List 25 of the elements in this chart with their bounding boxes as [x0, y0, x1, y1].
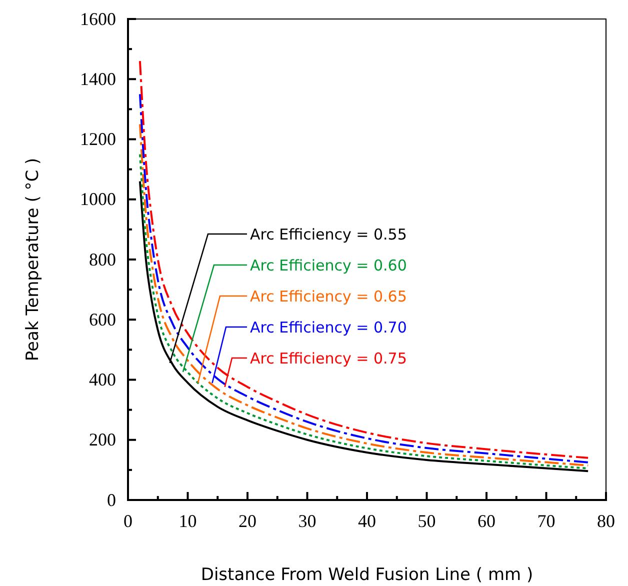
- y-tick-label: 1200: [80, 129, 116, 150]
- x-tick-label: 80: [597, 510, 615, 531]
- x-tick-label: 10: [178, 510, 197, 531]
- x-tick-label: 60: [478, 510, 496, 531]
- annotation: Arc Efficiency = 0.70: [250, 318, 407, 336]
- y-tick-label: 1400: [80, 68, 116, 89]
- x-tick-label: 0: [124, 510, 132, 531]
- x-tick-label: 20: [238, 510, 256, 531]
- y-axis-title: Peak Temperature ( °C ): [23, 158, 43, 362]
- x-tick-label: 70: [537, 510, 556, 531]
- x-axis-title: Distance From Weld Fusion Line ( mm ): [200, 565, 534, 585]
- x-tick-label: 50: [418, 510, 436, 531]
- annotation: Arc Efficiency = 0.55: [250, 225, 407, 244]
- y-tick-label: 1000: [80, 189, 116, 210]
- y-tick-label: 800: [89, 249, 116, 270]
- x-tick-label: 40: [358, 510, 376, 531]
- y-tick-label: 600: [89, 309, 116, 330]
- y-tick-label: 400: [89, 370, 116, 390]
- x-tick-label: 30: [298, 510, 316, 531]
- y-tick-label: 1600: [80, 8, 116, 29]
- y-tick-label: 200: [89, 430, 116, 450]
- y-tick-label: 0: [107, 490, 116, 510]
- annotation: Arc Efficiency = 0.75: [250, 349, 407, 368]
- annotation: Arc Efficiency = 0.60: [250, 256, 407, 274]
- annotation: Arc Efficiency = 0.65: [250, 287, 407, 306]
